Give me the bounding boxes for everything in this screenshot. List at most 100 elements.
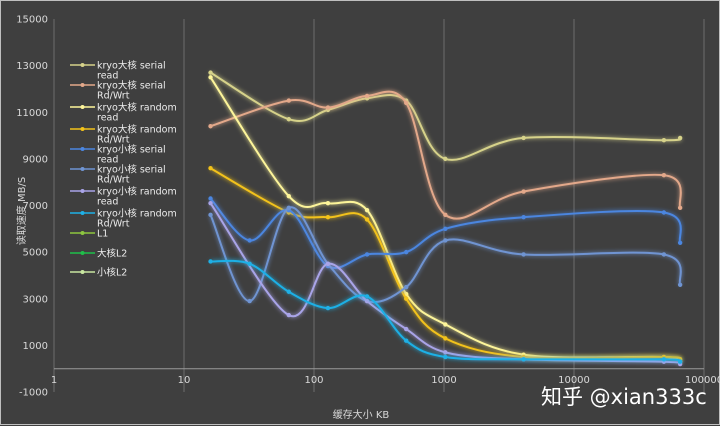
- data-point: [404, 326, 409, 332]
- x-tick-label: 10: [178, 375, 191, 386]
- legend-label: kryo大核 random Rd/Wrt: [97, 124, 177, 146]
- data-point: [364, 298, 370, 304]
- data-point: [677, 240, 683, 245]
- legend-marker: [80, 231, 85, 235]
- legend-label: L1: [97, 229, 108, 240]
- series-line: [209, 71, 682, 161]
- data-point: [286, 117, 292, 122]
- x-tick-label: 100: [304, 375, 323, 386]
- legend-marker: [80, 189, 85, 193]
- data-point: [521, 357, 526, 362]
- watermark: 知乎 @xian333c: [541, 385, 707, 409]
- data-point: [364, 294, 370, 299]
- data-point: [443, 226, 448, 232]
- data-point: [443, 212, 448, 218]
- data-point: [364, 217, 370, 222]
- legend-marker: [80, 251, 85, 255]
- data-point: [661, 138, 667, 143]
- data-point: [208, 166, 213, 171]
- x-tick-label: 100000: [685, 375, 720, 386]
- data-point: [247, 238, 252, 243]
- data-point: [443, 354, 448, 360]
- legend-item: 大核L2: [70, 248, 127, 260]
- data-point: [208, 212, 213, 218]
- data-point: [677, 205, 683, 211]
- data-point: [208, 196, 213, 201]
- data-point: [208, 70, 213, 75]
- y-tick-label: 7000: [23, 201, 48, 212]
- legend-item: kryo大核 random Rd/Wrt: [70, 124, 177, 146]
- legend-label: kryo小核 random read: [97, 186, 177, 208]
- data-point: [325, 200, 331, 206]
- data-point: [404, 338, 409, 343]
- series-4: [208, 196, 683, 269]
- data-point: [208, 75, 213, 80]
- legend-marker: [80, 127, 85, 131]
- series-line: [209, 206, 682, 304]
- x-tick-label: 1: [51, 375, 57, 386]
- axes: 1 10 100 1000 10000 100000 -1000 1000 3000 5000 70…: [16, 15, 720, 399]
- legend-marker: [80, 105, 85, 109]
- y-tick-label: -1000: [19, 388, 48, 399]
- legend-label: kryo大核 serial Rd/Wrt: [97, 80, 166, 102]
- grid: [53, 19, 705, 392]
- legend-marker: [80, 63, 85, 67]
- legend-item: kryo小核 serial read: [70, 144, 166, 166]
- data-point: [677, 135, 683, 141]
- data-point: [247, 261, 252, 266]
- legend-label: kryo小核 serial Rd/Wrt: [97, 164, 166, 186]
- data-point: [521, 135, 526, 141]
- data-point: [325, 214, 331, 220]
- legend-label: 小核L2: [97, 267, 127, 279]
- legend-marker: [80, 83, 85, 87]
- data-point: [404, 249, 409, 255]
- data-point: [208, 259, 213, 264]
- legend-label: kryo大核 serial read: [97, 60, 166, 82]
- data-point: [661, 210, 667, 215]
- series-7: [208, 259, 683, 364]
- data-point: [521, 214, 526, 220]
- data-point: [286, 289, 292, 294]
- data-point: [364, 93, 370, 99]
- y-tick-label: 15000: [16, 15, 48, 26]
- legend-marker: [80, 211, 85, 215]
- legend-item: 小核L2: [70, 267, 127, 279]
- y-tick-label: 13000: [16, 61, 48, 72]
- series-line: [210, 90, 682, 220]
- legend-item: L1: [70, 229, 108, 240]
- legend-item: kryo小核 random read: [70, 186, 177, 208]
- data-point: [325, 261, 331, 266]
- data-point: [364, 207, 370, 213]
- data-point: [208, 124, 213, 129]
- y-tick-label: 9000: [23, 154, 48, 165]
- legend-marker: [80, 147, 85, 151]
- data-point: [286, 312, 292, 318]
- legend-label: kryo大核 random read: [97, 102, 177, 124]
- legend-item: kryo小核 random Rd/Wrt: [70, 208, 177, 230]
- data-point: [443, 336, 448, 341]
- y-tick-label: 3000: [23, 294, 48, 305]
- series-1: [208, 90, 683, 220]
- y-tick-label: 1000: [23, 341, 48, 352]
- series-line: [209, 197, 682, 269]
- data-point: [521, 252, 526, 257]
- data-point: [325, 105, 331, 110]
- x-axis-label: 缓存大小 KB: [333, 408, 390, 421]
- y-tick-label: 5000: [23, 248, 48, 259]
- legend-item: kryo大核 serial Rd/Wrt: [70, 80, 166, 102]
- legend-marker: [80, 167, 85, 171]
- legend-marker: [80, 270, 85, 274]
- data-point: [286, 205, 292, 211]
- x-tick-label: 1000: [431, 375, 456, 386]
- series: [208, 70, 683, 367]
- data-point: [677, 359, 683, 364]
- x-tick-label: 10000: [558, 375, 590, 386]
- legend-label: kryo小核 random Rd/Wrt: [97, 208, 177, 230]
- legend-item: kryo小核 serial Rd/Wrt: [70, 164, 166, 186]
- series-line: [210, 259, 682, 363]
- data-point: [286, 98, 292, 103]
- data-point: [247, 298, 252, 304]
